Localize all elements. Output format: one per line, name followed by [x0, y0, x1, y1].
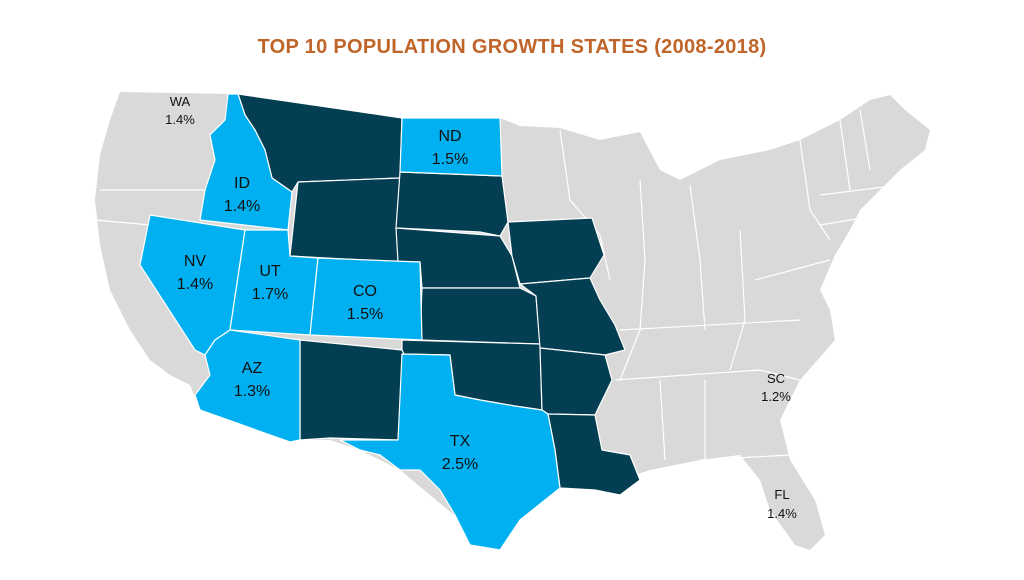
label-id-abbr: ID	[234, 175, 250, 192]
label-nd-value: 1.5%	[432, 151, 468, 168]
label-fl: FL 1.4%	[767, 487, 797, 521]
label-co: CO 1.5%	[347, 283, 383, 323]
state-north-dakota	[399, 117, 503, 177]
state-texas	[339, 353, 561, 551]
label-nv-abbr: NV	[184, 253, 207, 270]
label-co-value: 1.5%	[347, 306, 383, 323]
label-ut-value: 1.7%	[252, 286, 288, 303]
label-wa: WA 1.4%	[165, 94, 195, 127]
label-id: ID 1.4%	[224, 175, 260, 215]
label-fl-value: 1.4%	[767, 506, 797, 521]
label-az-abbr: AZ	[242, 360, 263, 377]
label-co-abbr: CO	[353, 283, 377, 300]
label-tx: TX 2.5%	[442, 433, 478, 473]
label-nv-value: 1.4%	[177, 276, 213, 293]
label-sc-abbr: SC	[767, 371, 785, 386]
label-ut-abbr: UT	[259, 263, 281, 280]
label-fl-abbr: FL	[774, 487, 789, 502]
label-wa-abbr: WA	[170, 94, 191, 109]
label-az: AZ 1.3%	[234, 360, 270, 400]
label-az-value: 1.3%	[234, 383, 270, 400]
label-sc: SC 1.2%	[761, 371, 791, 404]
map-title: TOP 10 POPULATION GROWTH STATES (2008-20…	[257, 36, 767, 58]
state-borders	[95, 109, 901, 461]
label-ut: UT 1.7%	[252, 263, 288, 303]
label-nd-abbr: ND	[438, 128, 461, 145]
state-missouri	[519, 277, 626, 356]
state-colorado	[309, 257, 423, 341]
state-arizona	[194, 329, 301, 443]
state-idaho	[199, 93, 293, 231]
label-tx-value: 2.5%	[442, 456, 478, 473]
label-id-value: 1.4%	[224, 198, 260, 215]
label-wa-value: 1.4%	[165, 112, 195, 127]
label-sc-value: 1.2%	[761, 389, 791, 404]
label-nv: NV 1.4%	[177, 253, 213, 293]
label-tx-abbr: TX	[450, 433, 471, 450]
label-nd: ND 1.5%	[432, 128, 468, 168]
